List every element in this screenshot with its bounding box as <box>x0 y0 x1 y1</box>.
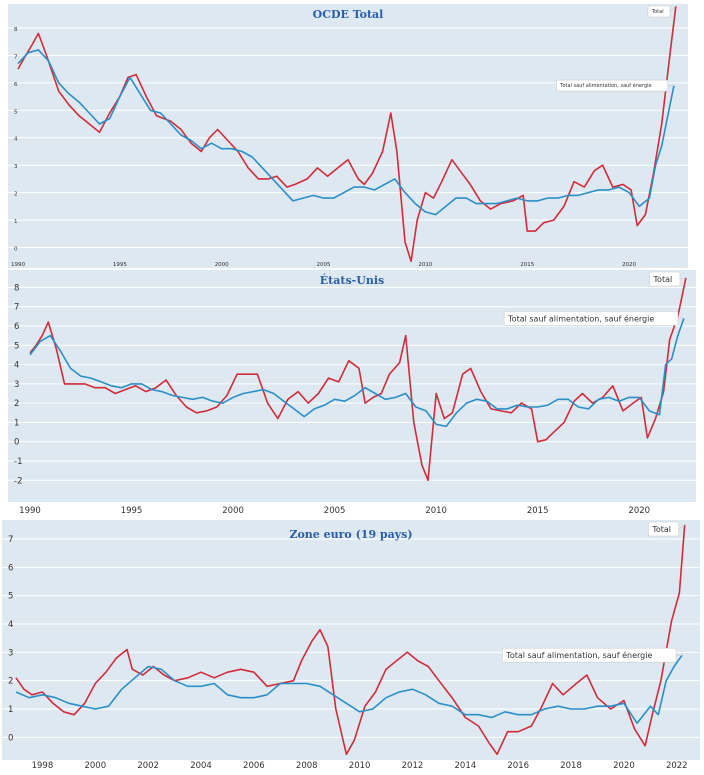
x-tick-label: 2000 <box>84 761 106 771</box>
chart-title: États-Unis <box>320 273 384 287</box>
x-tick-label: 1995 <box>121 506 143 516</box>
y-tick-label: 4 <box>14 137 18 143</box>
y-tick-label: 5 <box>14 109 18 115</box>
series-line-total <box>29 277 687 482</box>
callout-core-label: Total sauf alimentation, sauf énergie <box>559 82 651 89</box>
x-tick-label: 1990 <box>11 262 25 268</box>
y-tick-label: 7 <box>8 535 13 545</box>
callout-connector <box>678 524 685 530</box>
x-tick-label: 2014 <box>455 761 477 771</box>
y-tick-label: 3 <box>14 164 18 170</box>
x-tick-label: 2022 <box>666 761 688 771</box>
x-tick-label: 2020 <box>613 761 635 771</box>
x-tick-label: 2006 <box>243 761 265 771</box>
plot-background <box>8 270 696 502</box>
chart-panel-etats-unis: -2 -1 0 1 2 3 4 5 6 7 8 1990 1995 2000 2005 2010 2015 202… <box>8 270 696 516</box>
x-tick-label: 2004 <box>190 761 212 771</box>
chart-title: Zone euro (19 pays) <box>289 528 412 541</box>
x-tick-label: 2020 <box>628 506 650 516</box>
callout-total-label: Total <box>651 525 671 534</box>
callout-core-box <box>502 647 677 663</box>
x-tick-label: 1990 <box>19 506 41 516</box>
x-tick-label: 2015 <box>520 262 534 268</box>
plot-background <box>2 520 700 760</box>
x-tick-label: 1995 <box>113 262 127 268</box>
y-tick-label: 0 <box>8 733 13 743</box>
x-tick-label: 2000 <box>215 262 229 268</box>
y-tick-label: 6 <box>14 322 19 332</box>
y-tick-label: -2 <box>14 476 22 486</box>
x-tick-label: 2010 <box>418 262 432 268</box>
x-tick-label: 2000 <box>222 506 244 516</box>
x-tick-label: 2005 <box>324 506 346 516</box>
x-tick-label: 2018 <box>560 761 582 771</box>
callout-core-label: Total sauf alimentation, sauf énergie <box>505 650 652 660</box>
y-tick-label: 8 <box>14 283 19 293</box>
chart-panel-zone-euro: 0 1 2 3 4 5 6 7 1998 2000 2002 2004 2006 2008 2010 2012… <box>2 520 700 771</box>
series-line-core <box>15 654 683 725</box>
series-line-core <box>17 49 675 216</box>
y-tick-label: 8 <box>14 27 18 33</box>
x-tick-label: 2005 <box>317 262 331 268</box>
series-line-core <box>29 318 685 428</box>
series-line-total <box>17 5 677 263</box>
y-tick-label: 1 <box>14 219 18 225</box>
y-tick-label: 6 <box>14 82 18 88</box>
callout-connector <box>669 5 677 12</box>
y-tick-label: 1 <box>14 418 19 428</box>
chart-title: OCDE Total <box>313 8 384 21</box>
y-tick-label: 4 <box>8 620 13 630</box>
y-tick-label: 4 <box>14 361 19 371</box>
callout-core-label: Total sauf alimentation, sauf énergie <box>507 313 654 323</box>
x-tick-label: 2010 <box>349 761 371 771</box>
y-tick-label: 5 <box>8 592 13 602</box>
y-tick-label: 7 <box>14 303 19 313</box>
y-tick-label: 3 <box>8 648 13 658</box>
y-tick-label: 1 <box>8 705 13 715</box>
y-tick-label: 6 <box>8 563 13 573</box>
x-tick-label: 2010 <box>425 506 447 516</box>
y-tick-label: 7 <box>14 54 18 60</box>
chart-panel-ocde: 0 1 2 3 4 5 6 7 8 1990 1995 2000 2005 2010 2015 2020 OCD… <box>8 4 688 268</box>
callout-total-label: Total <box>651 9 664 15</box>
x-tick-label: 2020 <box>622 262 636 268</box>
x-tick-label: 2002 <box>137 761 159 771</box>
callout-connector <box>679 277 686 280</box>
y-tick-label: 3 <box>14 380 19 390</box>
y-tick-label: 2 <box>14 399 19 409</box>
x-tick-label: 2015 <box>527 506 549 516</box>
y-tick-label: 2 <box>14 192 18 198</box>
x-tick-label: 1998 <box>32 761 54 771</box>
x-tick-label: 2016 <box>507 761 529 771</box>
x-tick-label: 2012 <box>402 761 424 771</box>
y-tick-label: 2 <box>8 677 13 687</box>
y-tick-label: 0 <box>14 438 19 448</box>
series-line-total <box>15 524 686 756</box>
callout-total-label: Total <box>653 275 673 284</box>
y-tick-label: 5 <box>14 341 19 351</box>
y-tick-label: 0 <box>14 247 18 253</box>
x-tick-label: 2008 <box>296 761 318 771</box>
y-tick-label: -1 <box>14 457 22 467</box>
plot-background <box>8 4 688 268</box>
